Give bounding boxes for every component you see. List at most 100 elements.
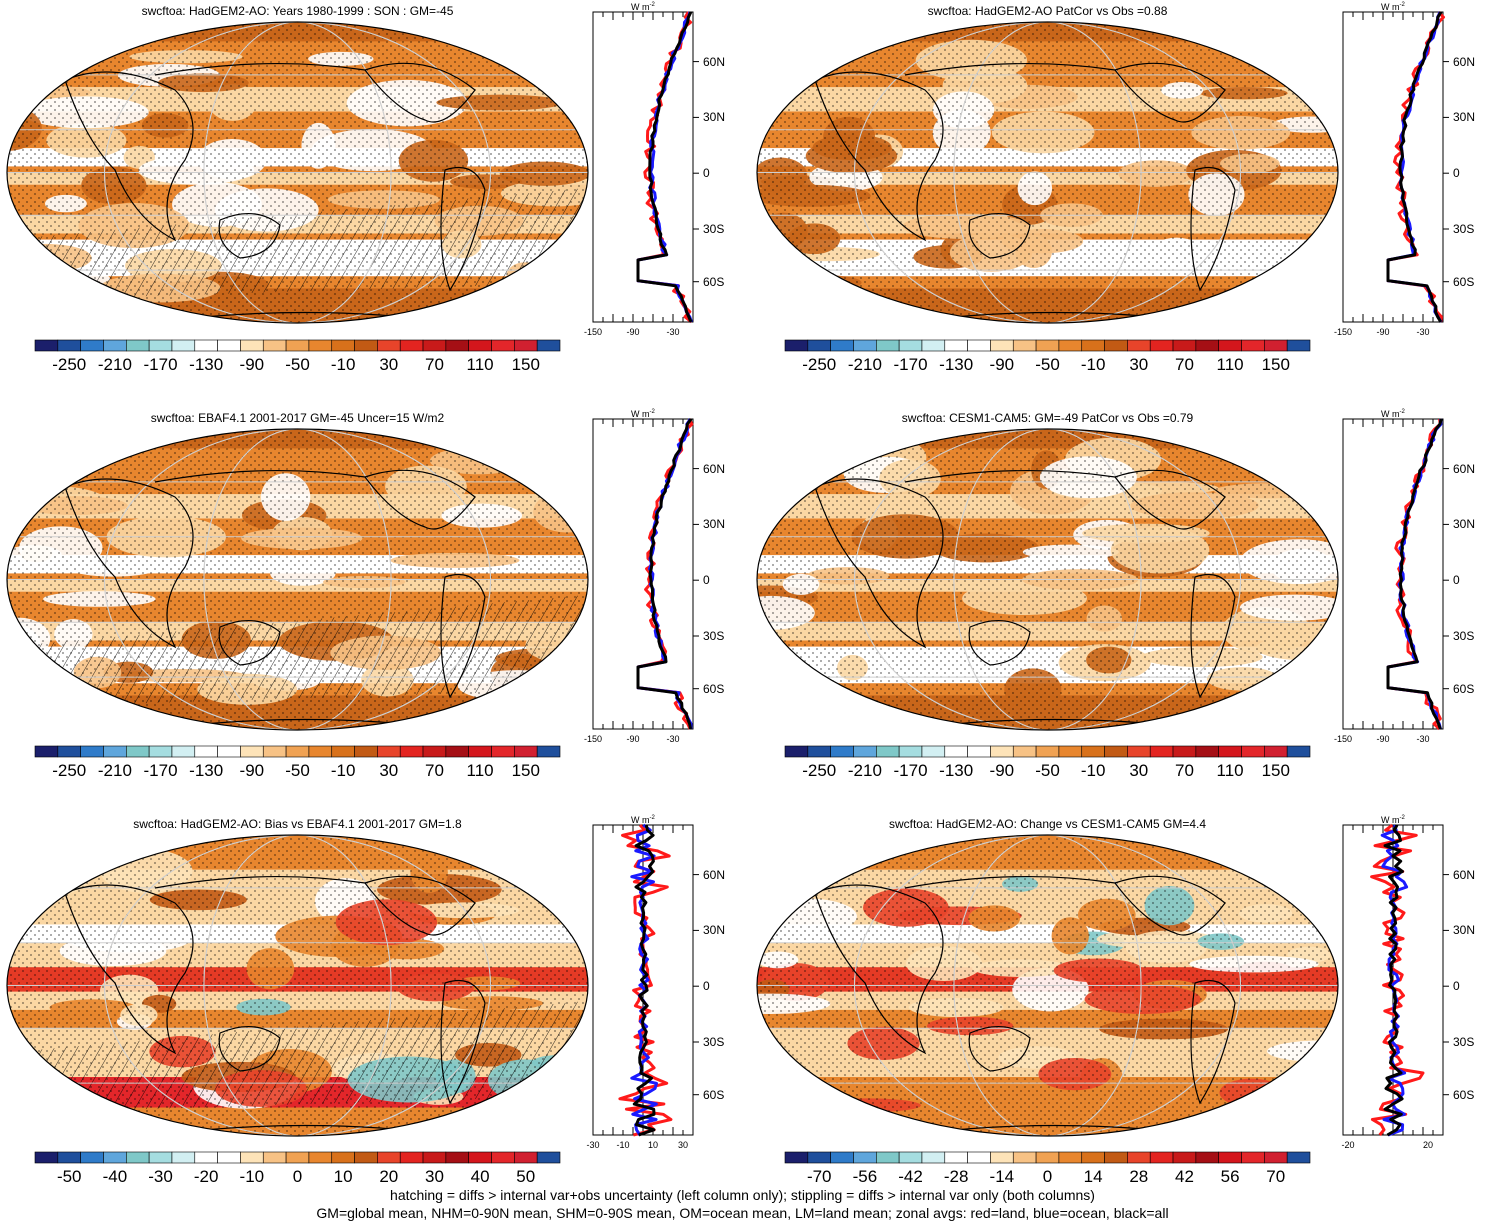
zonal-xtick-label: -90 [626, 734, 640, 744]
colorbar-tick-label: -210 [97, 355, 132, 374]
zonal-unit-exponent: -2 [1399, 2, 1405, 8]
colorbar-tick-label: -50 [56, 1167, 82, 1186]
colorbar-tick-label: 150 [511, 355, 540, 374]
zonal-xtick-label: -30 [586, 1140, 600, 1150]
zonal-xtick-label: 30 [677, 1140, 689, 1150]
zonal-xtick-label: 20 [1422, 1140, 1434, 1150]
zonal-xtick-label: -30 [1416, 734, 1430, 744]
zonal-unit-exponent: -2 [649, 2, 655, 8]
latitude-label: 30S [703, 1035, 725, 1049]
latitude-label: 60S [1453, 274, 1475, 289]
colorbar-labels: -70 -56 -42 -28 -14 0 14 28 42 56 70 [785, 1167, 1310, 1187]
colorbar-tick-label: 70 [424, 761, 444, 780]
latitude-label: 30N [1453, 923, 1476, 938]
zonal-mean-plot [1342, 823, 1449, 1137]
zonal-xtick-label: -10 [616, 1140, 630, 1150]
latitude-label: 0 [1453, 573, 1460, 588]
colorbar-tick-label: -28 [943, 1167, 969, 1186]
colorbar-tick-label: -130 [939, 761, 974, 780]
colorbar-tick-label: -210 [97, 761, 132, 780]
zonal-unit-label: W m-2 [1381, 815, 1405, 825]
colorbar-tick-label: 30 [1129, 761, 1149, 780]
latitude-label: 0 [703, 979, 710, 994]
colorbar-tick-label: -90 [239, 355, 265, 374]
map-plot [6, 428, 589, 731]
zonal-unit-text: W m [631, 409, 650, 419]
latitude-label: 30N [703, 517, 726, 532]
map-plot [756, 834, 1339, 1137]
colorbar-tick-label: 30 [424, 1167, 444, 1186]
zonal-xtick-label: 10 [647, 1140, 659, 1150]
colorbar-tick-label: -170 [893, 355, 928, 374]
colorbar-tick-label: -10 [239, 1167, 265, 1186]
zonal-xtick-label: -150 [583, 734, 603, 744]
colorbar-tick-label: -250 [802, 761, 837, 780]
colorbar-tick-label: -90 [989, 355, 1015, 374]
zonal-xtick-label: -30 [666, 734, 680, 744]
colorbar-tick-label: -56 [852, 1167, 878, 1186]
latitude-label: 30N [703, 923, 726, 938]
colorbar-tick-label: 14 [1083, 1167, 1103, 1186]
colorbar-tick-label: -50 [1035, 355, 1060, 374]
zonal-unit-label: W m-2 [631, 409, 655, 419]
zonal-unit-text: W m [631, 2, 650, 12]
latitude-label: 0 [1453, 979, 1460, 994]
colorbar-tick-label: 110 [1216, 761, 1244, 780]
zonal-unit-text: W m [631, 815, 650, 825]
colorbar-tick-label: -40 [102, 1167, 128, 1186]
colorbar-tick-label: -170 [143, 761, 178, 780]
footer-note-abbreviations: GM=global mean, NHM=0-90N mean, SHM=0-90… [316, 1205, 1169, 1221]
colorbar-tick-label: 30 [379, 761, 399, 780]
zonal-mean-plot [1342, 10, 1449, 323]
latitude-label: 30S [703, 629, 725, 643]
zonal-unit-label: W m-2 [1381, 2, 1405, 12]
colorbar-tick-label: 42 [1174, 1167, 1194, 1186]
latitude-label: 60N [703, 461, 726, 476]
colorbar-tick-label: -130 [189, 355, 224, 374]
map-title: swcftoa: HadGEM2-AO PatCor vs Obs =0.88 [927, 4, 1168, 18]
latitude-label: 60S [703, 274, 725, 289]
zonal-mean-plot [592, 823, 699, 1137]
map-plot [6, 21, 589, 324]
colorbar-tick-label: 150 [511, 761, 540, 780]
colorbar-tick-label: -10 [330, 761, 356, 780]
colorbar [784, 745, 1311, 758]
map-title: swcftoa: HadGEM2-AO: Change vs CESM1-CAM… [888, 817, 1207, 831]
colorbar-tick-label: 20 [379, 1167, 399, 1186]
zonal-mean-plot [1342, 418, 1449, 731]
latitude-label: 0 [703, 166, 710, 181]
colorbar-tick-label: 50 [516, 1167, 536, 1186]
colorbar-tick-label: -130 [189, 761, 224, 780]
map-title: swcftoa: EBAF4.1 2001-2017 GM=-45 Uncer=… [150, 411, 445, 425]
colorbar-labels: -250 -210 -170 -130 -90 -50 -10 30 70 110 150 [785, 355, 1310, 375]
latitude-label: 30N [1453, 110, 1476, 125]
colorbar-tick-label: -170 [893, 761, 928, 780]
colorbar-tick-label: 70 [1266, 1167, 1286, 1186]
zonal-unit-label: W m-2 [631, 2, 655, 12]
latitude-label: 60S [1453, 1087, 1475, 1102]
zonal-unit-exponent: -2 [1399, 409, 1405, 415]
zonal-xtick-label: -150 [1333, 327, 1353, 337]
colorbar-tick-label: 10 [333, 1167, 353, 1186]
colorbar-labels: -250 -210 -170 -130 -90 -50 -10 30 70 110 150 [35, 355, 560, 375]
colorbar-tick-label: 110 [466, 355, 494, 374]
zonal-unit-label: W m-2 [631, 815, 655, 825]
colorbar-tick-label: -90 [989, 761, 1015, 780]
colorbar-tick-label: 70 [1174, 761, 1194, 780]
map-plot [756, 21, 1339, 324]
colorbar-labels: -50 -40 -30 -20 -10 0 10 20 30 40 50 [35, 1167, 560, 1187]
colorbar-tick-label: -50 [1035, 761, 1060, 780]
zonal-xtick-label: -90 [626, 327, 640, 337]
zonal-mean-plot [592, 418, 699, 730]
colorbar-tick-label: 30 [379, 355, 399, 374]
latitude-label: 60N [1453, 461, 1476, 476]
colorbar-tick-label: 56 [1220, 1167, 1240, 1186]
colorbar-tick-label: 28 [1129, 1167, 1149, 1186]
colorbar [784, 1151, 1311, 1164]
zonal-unit-text: W m [1381, 409, 1400, 419]
colorbar-tick-label: -10 [1080, 355, 1106, 374]
zonal-xtick-label: -90 [1376, 327, 1390, 337]
colorbar [34, 1151, 561, 1164]
colorbar-tick-label: 0 [292, 1167, 303, 1186]
latitude-label: 30S [1453, 629, 1475, 643]
